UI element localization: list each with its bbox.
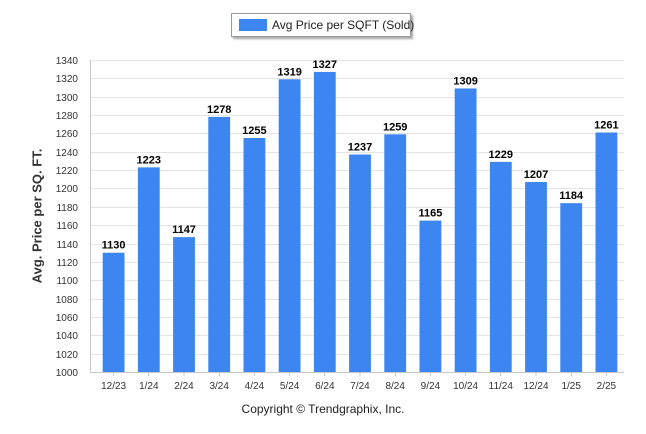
y-tick-label: 1260 [56,129,79,140]
legend-label: Avg Price per SQFT (Sold) [272,18,415,32]
data-label: 1184 [559,190,584,202]
y-tick-label: 1060 [56,313,79,324]
bar [208,116,231,372]
data-label: 1309 [453,75,477,87]
data-label: 1237 [348,142,372,154]
bar [349,154,371,372]
bar [525,182,547,372]
y-tick-label: 1140 [56,240,78,251]
y-tick-label: 1200 [56,184,79,195]
x-tick-label: 4/24 [245,381,265,392]
x-tick-label: 1/24 [139,381,159,392]
data-label: 1259 [383,121,407,133]
bar [102,252,125,372]
x-tick-label: 8/24 [385,381,405,392]
x-tick-label: 12/24 [523,381,548,392]
data-label: 1207 [524,169,548,181]
data-label: 1261 [594,119,618,131]
bar [595,132,618,372]
bar [489,161,512,372]
x-tick-label: 5/24 [280,381,300,392]
y-tick-label: 1120 [56,258,78,269]
bar [173,237,195,372]
data-label: 1130 [102,240,126,252]
data-label: 1165 [418,208,442,220]
x-tick-label: 7/24 [350,381,370,392]
x-tick-label: 6/24 [315,381,335,392]
data-label-layer: 1130 1223 1147 1278 1255 1319 1327 1237 1259 1165… [102,59,619,252]
data-label: 1147 [172,224,196,236]
y-tick-label: 1320 [56,74,79,85]
bar-layer [102,71,618,373]
axis-layer: 1000 1020 1040 1060 1080 1100 1120 1140 1160 1180… [56,56,624,392]
bar [313,71,336,372]
x-tick-label: 1/25 [561,381,581,392]
x-tick-label: 2/24 [174,381,194,392]
y-tick-label: 1000 [56,368,79,379]
bar [137,167,160,372]
data-label: 1278 [207,104,231,116]
bar [243,138,266,372]
x-tick-label: 2/25 [597,381,617,392]
x-tick-label: 3/24 [209,381,229,392]
y-tick-label: 1240 [56,148,79,159]
legend-swatch [239,19,267,31]
bar [384,134,407,372]
legend: Avg Price per SQFT (Sold) [231,13,415,37]
bar [278,79,301,372]
y-tick-label: 1080 [56,295,79,306]
x-tick-label: 12/23 [101,381,126,392]
y-tick-label: 1160 [56,221,78,232]
y-tick-label: 1100 [56,276,78,287]
data-label: 1223 [137,154,161,166]
y-tick-label: 1280 [56,111,79,122]
x-tick-label: 10/24 [453,381,478,392]
data-label: 1255 [242,125,266,137]
x-tick-label: 11/24 [489,381,514,392]
data-label: 1319 [277,66,301,78]
y-axis-title: Avg. Price per SQ. FT. [29,148,45,284]
bar [419,220,442,372]
y-tick-label: 1040 [56,331,79,342]
data-label: 1229 [489,149,513,161]
bar [560,203,583,372]
y-tick-label: 1180 [56,203,78,214]
copyright-text: Copyright © Trendgraphix, Inc. [241,402,405,416]
y-tick-label: 1020 [56,350,79,361]
data-label: 1327 [313,59,337,71]
bar [454,88,477,373]
x-tick-label: 9/24 [421,381,441,392]
y-tick-label: 1300 [56,93,79,104]
y-tick-label: 1220 [56,166,79,177]
y-tick-label: 1340 [56,56,79,67]
